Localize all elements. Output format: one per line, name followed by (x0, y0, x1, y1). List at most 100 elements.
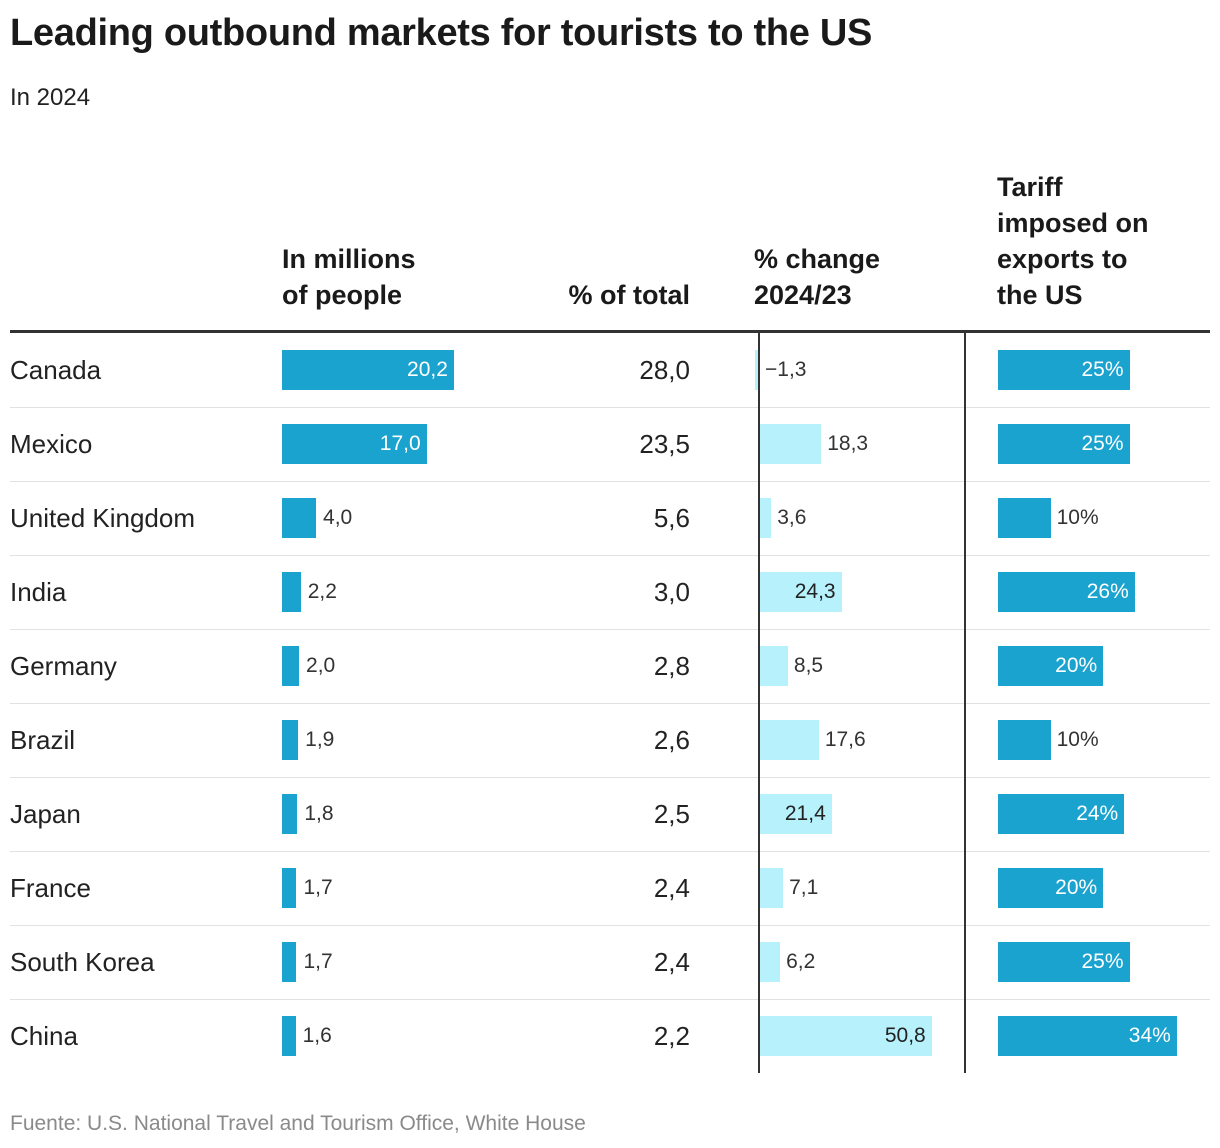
row-separator (10, 999, 1210, 1000)
tariff-bar (998, 350, 1130, 390)
millions-value-label: 17,0 (379, 432, 421, 455)
change-bar (759, 868, 784, 908)
millions-value-label: 1,8 (304, 802, 334, 825)
row-separator (10, 703, 1210, 704)
row-separator (10, 925, 1210, 926)
column-header-line: 2024/23 (754, 280, 852, 310)
millions-value-label: 1,9 (305, 728, 335, 751)
change-bar (759, 1016, 932, 1056)
tariff-value-label: 10% (1056, 728, 1099, 751)
tariff-value-label: 24% (1076, 802, 1119, 825)
tariff-value-label: 25% (1081, 358, 1124, 381)
tariff-value-label: 25% (1081, 950, 1124, 973)
tariff-value-label: 26% (1086, 580, 1129, 603)
country-label: South Korea (10, 947, 155, 977)
country-label: India (10, 577, 67, 607)
change-bar (759, 424, 822, 464)
millions-bar (282, 498, 317, 538)
column-header-share: % of total (510, 277, 691, 313)
millions-bar (282, 942, 297, 982)
millions-bar (282, 1016, 296, 1056)
row-separator (10, 777, 1210, 778)
tariff-value-label: 25% (1081, 432, 1124, 455)
tariff-bar (998, 794, 1125, 834)
share-value: 2,4 (653, 947, 690, 977)
row-separator (10, 407, 1210, 408)
millions-bar (282, 720, 299, 760)
millions-value-label: 4,0 (323, 506, 353, 529)
tariff-bar (998, 424, 1130, 464)
column-header-line: In millions (282, 244, 416, 274)
row-separator (10, 555, 1210, 556)
change-zero-axis (758, 333, 760, 1073)
millions-value-label: 1,7 (303, 876, 333, 899)
tariff-bar (998, 572, 1135, 612)
change-value-label: 17,6 (824, 728, 866, 751)
change-value-label: 21,4 (784, 802, 826, 825)
row-separator (10, 851, 1210, 852)
country-label: Mexico (10, 429, 93, 459)
share-value: 28,0 (639, 355, 690, 385)
share-value: 2,5 (653, 799, 690, 829)
column-header-millions: In millions of people (282, 241, 522, 313)
share-value: 2,8 (653, 651, 690, 681)
change-value-label: 8,5 (793, 654, 824, 677)
header-rule (10, 330, 1210, 333)
row-separator (10, 629, 1210, 630)
change-bar (759, 720, 819, 760)
change-bar (759, 498, 772, 538)
tariff-bar (998, 868, 1104, 908)
column-header-line: imposed on (997, 208, 1149, 238)
change-value-label: 6,2 (786, 950, 816, 973)
tariff-bar (998, 646, 1104, 686)
share-value: 2,2 (653, 1021, 690, 1051)
country-label: Japan (10, 799, 81, 829)
millions-value-label: 20,2 (407, 358, 448, 381)
share-value: 5,6 (653, 503, 690, 533)
millions-bar (282, 424, 427, 464)
millions-value-label: 1,7 (303, 950, 333, 973)
column-header-line: % of total (568, 280, 691, 310)
country-label: Brazil (10, 725, 76, 755)
tariff-value-label: 20% (1055, 654, 1098, 677)
share-value: 3,0 (653, 577, 690, 607)
chart-title: Leading outbound markets for tourists to… (10, 12, 873, 54)
share-value: 2,4 (653, 873, 690, 903)
tariff-value-label: 10% (1056, 506, 1099, 529)
change-value-label: 7,1 (789, 876, 819, 899)
column-header-change: % change 2024/23 (754, 241, 954, 313)
chart-subtitle: In 2024 (10, 84, 91, 111)
change-bar (759, 572, 842, 612)
change-bar (759, 646, 788, 686)
millions-value-label: 2,0 (306, 654, 336, 677)
change-value-label: 24,3 (794, 580, 836, 603)
column-header-line: the US (997, 280, 1083, 310)
change-bar (759, 794, 832, 834)
millions-bar (282, 350, 454, 390)
millions-bar (282, 646, 300, 686)
country-label: Germany (10, 651, 117, 681)
country-label: United Kingdom (10, 503, 195, 533)
source-note: Fuente: U.S. National Travel and Tourism… (10, 1112, 586, 1135)
change-bar (754, 350, 759, 390)
tariff-value-label: 34% (1128, 1024, 1171, 1047)
country-label: Canada (10, 355, 102, 385)
change-value-label: 3,6 (777, 506, 807, 529)
millions-bar (282, 794, 298, 834)
millions-bar (282, 868, 297, 908)
tariff-bar (998, 498, 1051, 538)
share-value: 23,5 (639, 429, 690, 459)
column-header-line: of people (282, 280, 402, 310)
column-header-line: Tariff (997, 172, 1063, 202)
row-separator (10, 481, 1210, 482)
tariff-bar (998, 1016, 1177, 1056)
tariff-value-label: 20% (1055, 876, 1098, 899)
country-label: China (10, 1021, 78, 1051)
change-value-label: −1,3 (765, 358, 807, 381)
column-header-tariff: Tariff imposed on exports to the US (997, 169, 1212, 313)
country-label: France (10, 873, 91, 903)
tariff-column-divider (964, 333, 966, 1073)
column-header-line: % change (754, 244, 881, 274)
change-value-label: 18,3 (827, 432, 869, 455)
tariff-bar (998, 942, 1130, 982)
